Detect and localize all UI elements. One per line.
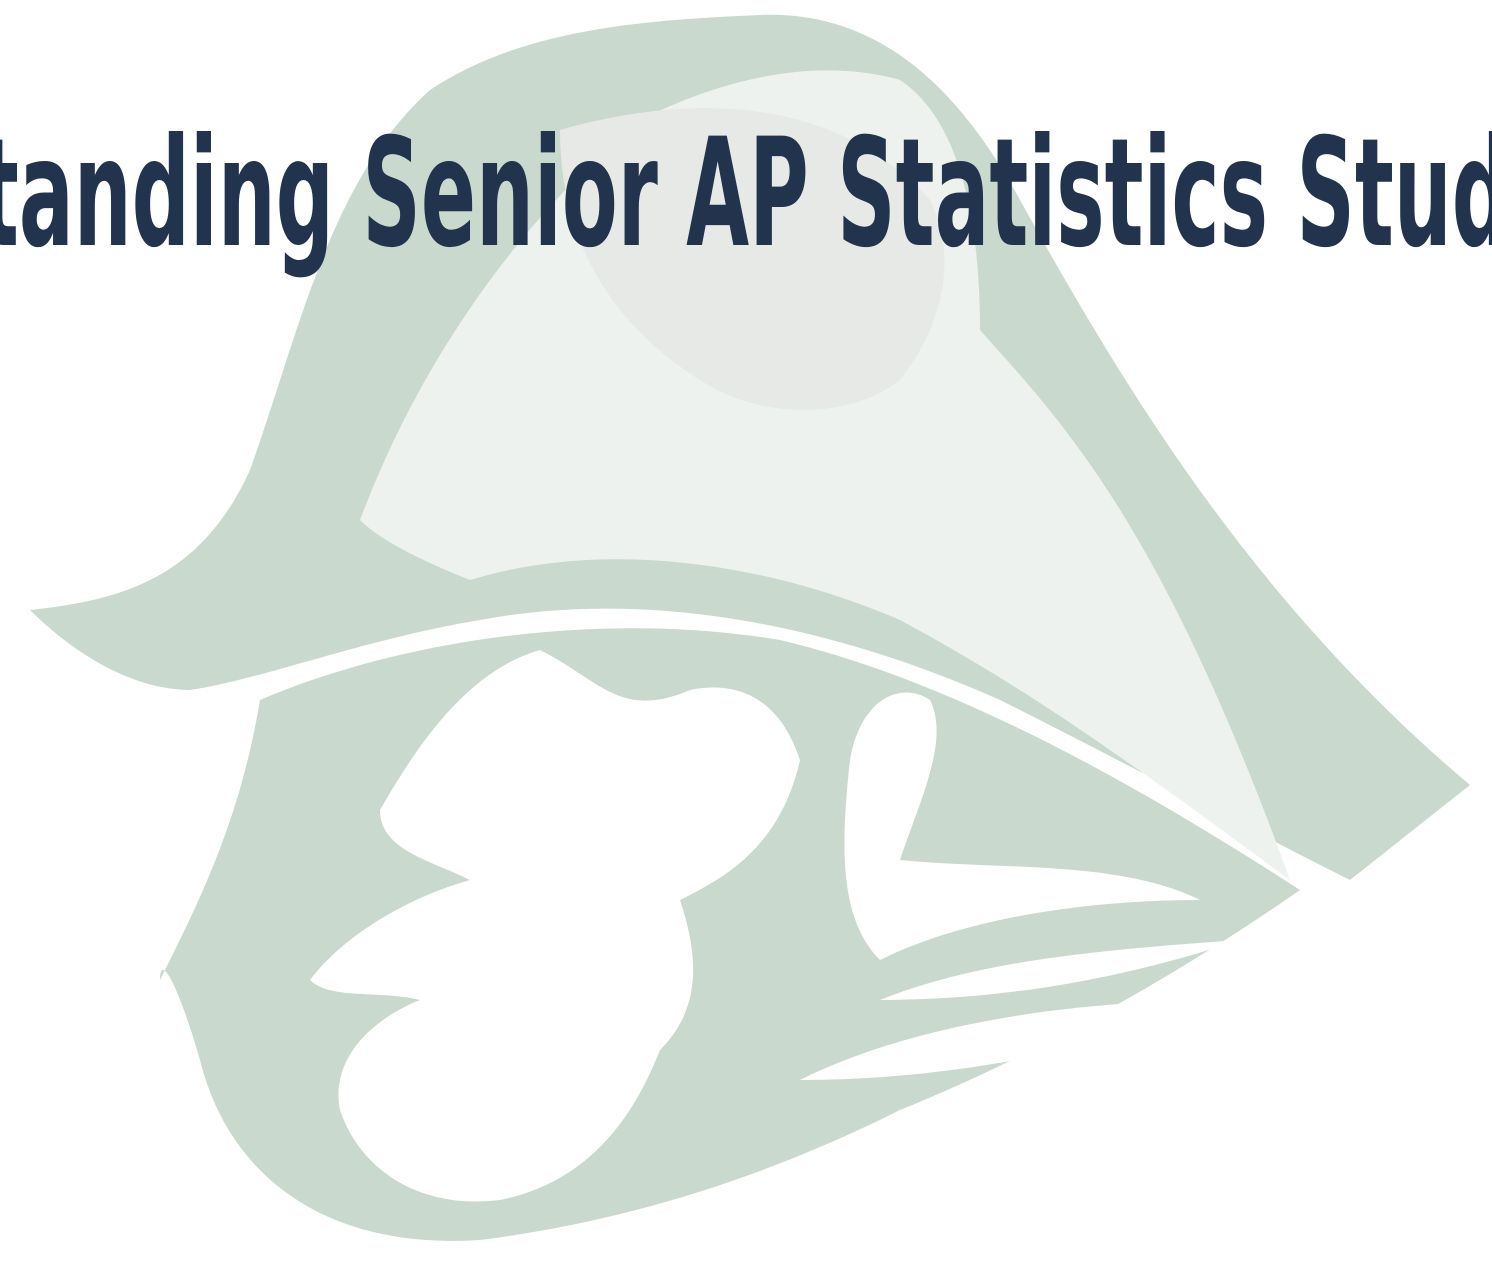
slide: tanding Senior AP Statistics Stud [0, 0, 1492, 1268]
page: tanding Senior AP Statistics Stud (() =>… [0, 0, 1492, 1268]
title: tanding Senior AP Statistics Stud [0, 107, 1492, 281]
